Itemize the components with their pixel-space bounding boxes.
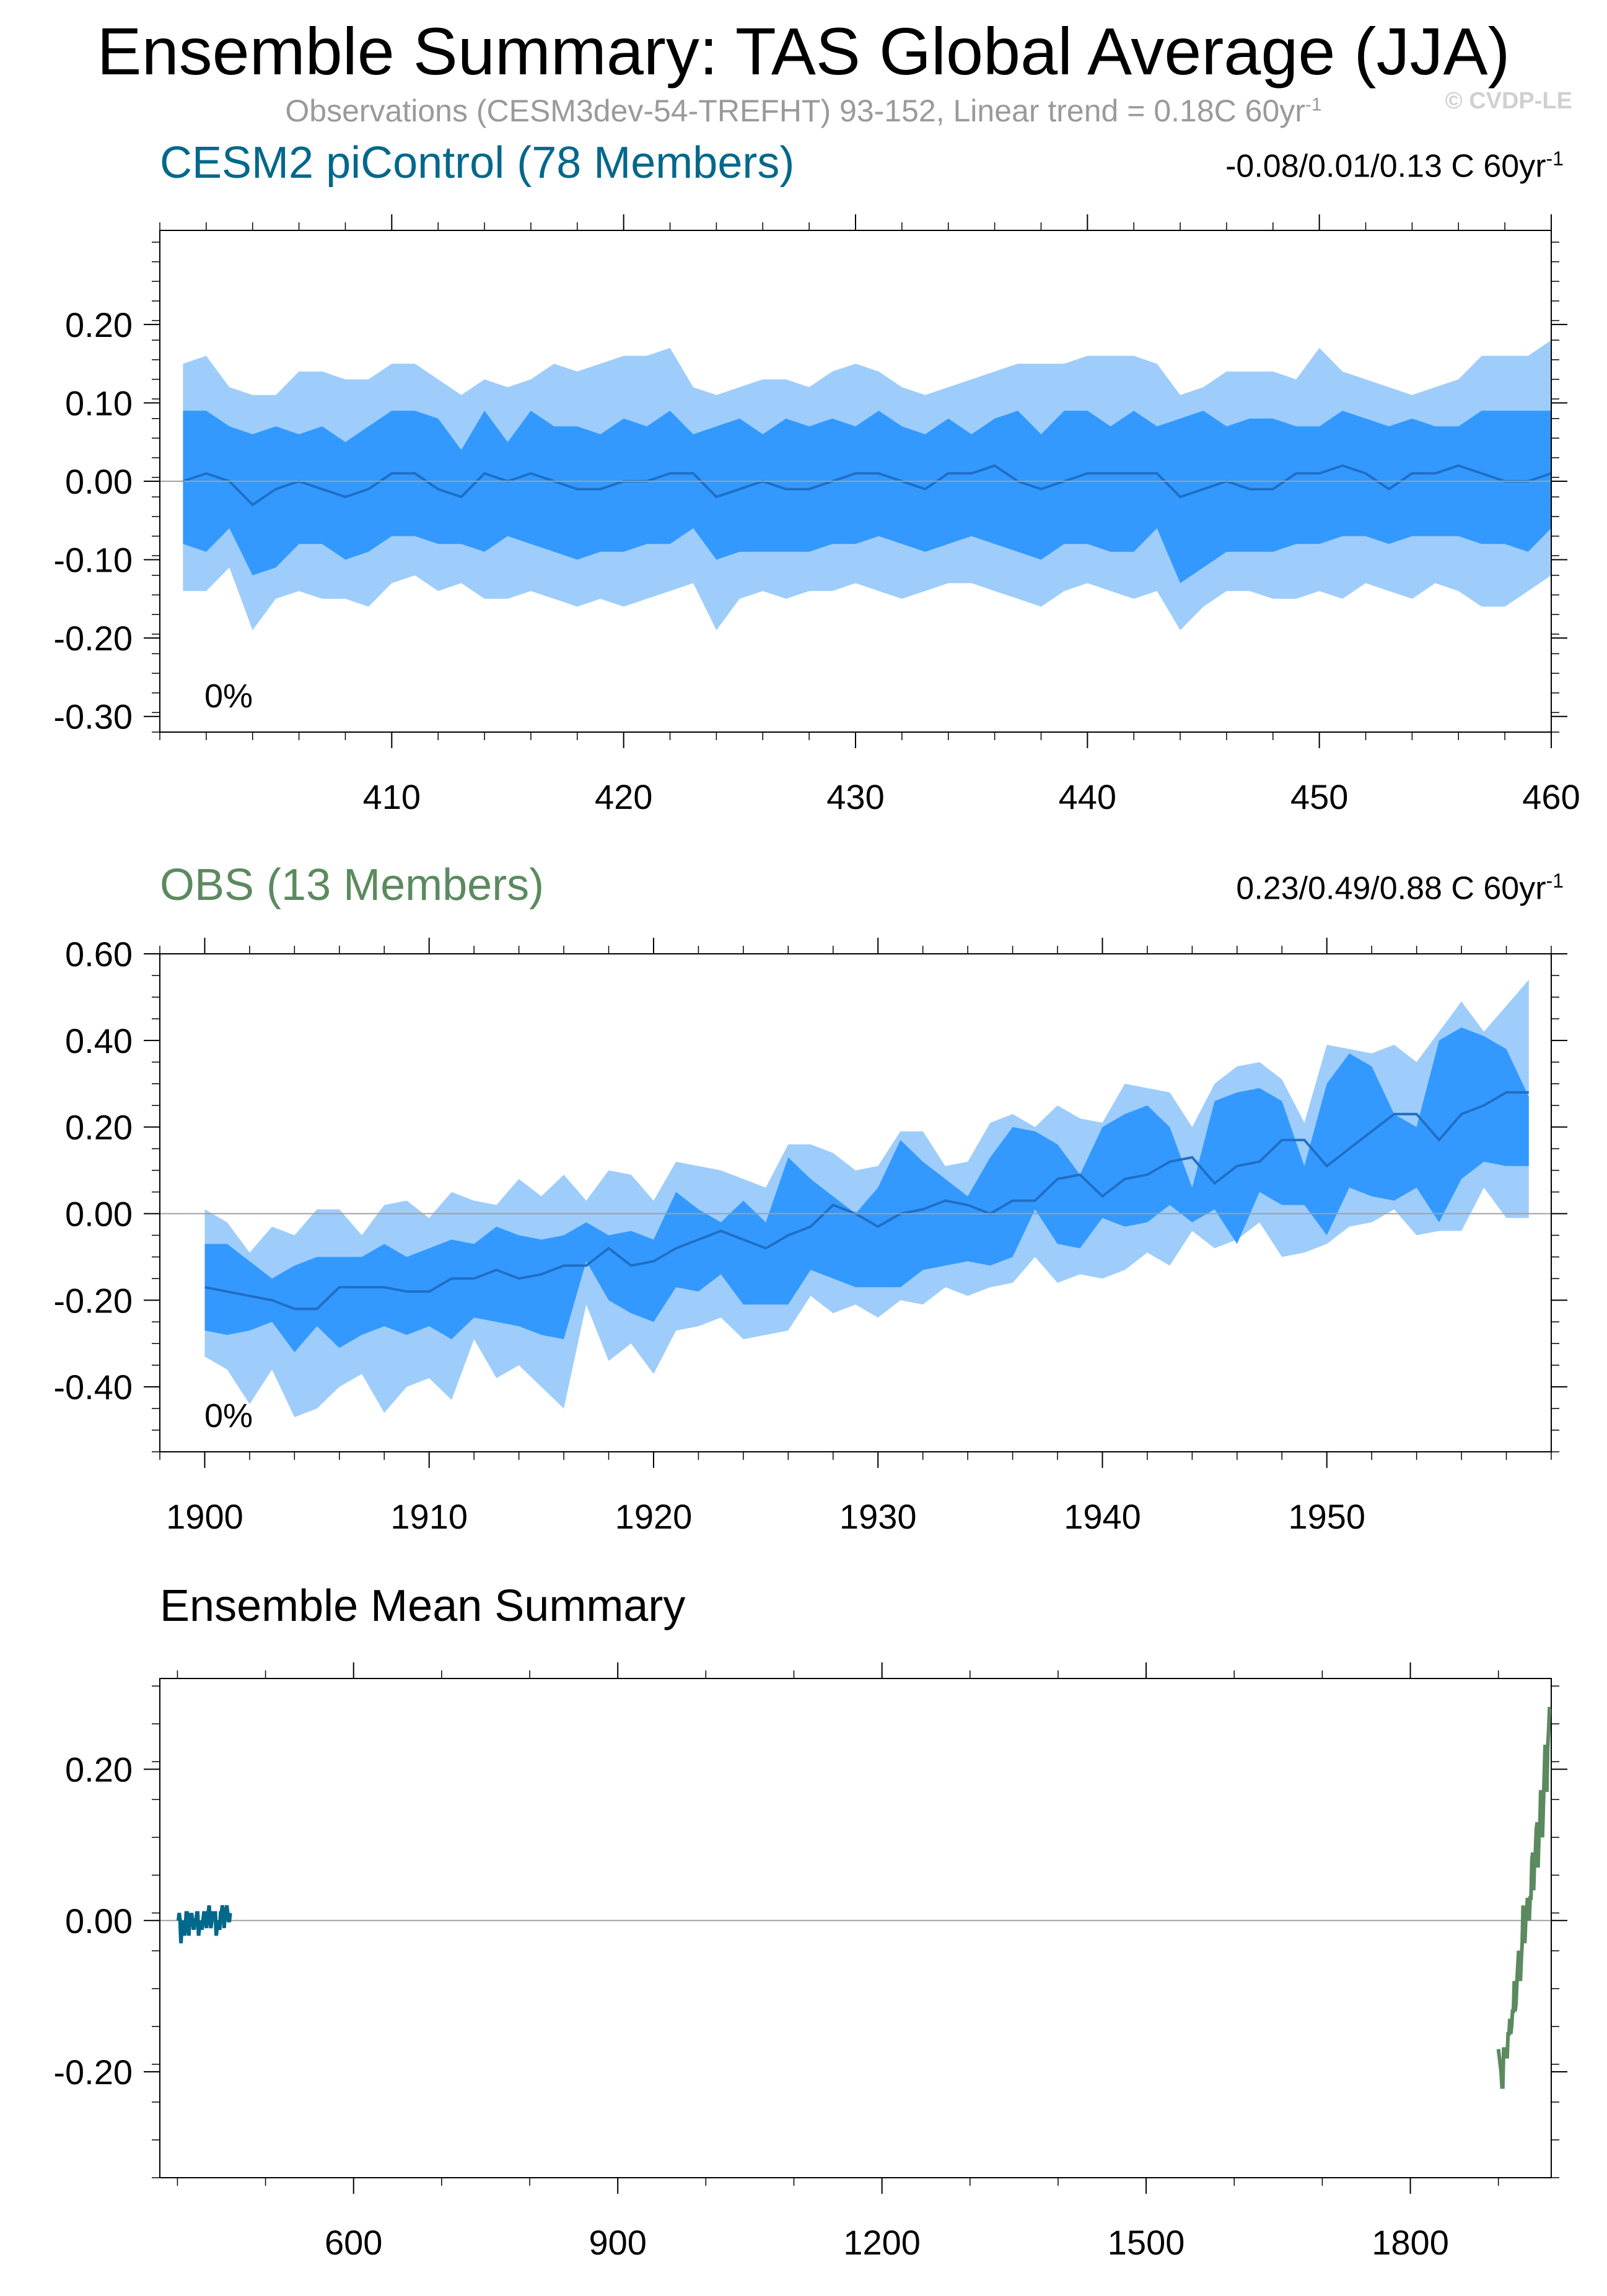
obs-ytick-label: 0.60 xyxy=(65,935,133,974)
ensemble-mean-panel-title: Ensemble Mean Summary xyxy=(160,1581,686,1631)
obs-trend-range: 0.23/0.49/0.88 C 60yr-1 xyxy=(1236,870,1564,907)
obs-ytick-label: 0.20 xyxy=(65,1108,133,1147)
obs-trend-sup: -1 xyxy=(1546,870,1564,892)
picontrol-panel-title: CESM2 piControl (78 Members) xyxy=(160,138,795,188)
obs-ytick-label: 0.40 xyxy=(65,1021,133,1060)
observations-subtitle: Observations (CESM3dev-54-TREFHT) 93-152… xyxy=(0,93,1607,129)
picontrol-xtick-label: 440 xyxy=(1059,777,1116,816)
picontrol-band-25-75 xyxy=(183,411,1552,583)
picontrol-ytick-label: -0.30 xyxy=(53,697,133,736)
picontrol-ytick-label: 0.20 xyxy=(65,305,133,344)
obs-band-25-75 xyxy=(204,1027,1529,1353)
picontrol-trend-sup: -1 xyxy=(1546,147,1564,170)
obs-xtick-label: 1930 xyxy=(839,1497,917,1536)
mean-summary-xtick-label: 1200 xyxy=(843,2223,921,2262)
picontrol-chart: 0.20 0.10 0.00 -0.10 -0.20 -0.30 410 420 430 440 4… xyxy=(53,214,1580,816)
obs-panel-title: OBS (13 Members) xyxy=(160,860,545,910)
mean-summary-ytick-label: 0.00 xyxy=(65,1901,133,1940)
mean-summary-xtick-label: 1800 xyxy=(1372,2223,1449,2262)
obs-chart: 0.60 0.40 0.20 0.00 -0.20 -0.40 1900 1910 1920 19… xyxy=(53,935,1567,1536)
obs-ytick-label: -0.40 xyxy=(53,1368,133,1407)
obs-mean-series xyxy=(1496,1706,1552,2089)
obs-ytick-label: 0.00 xyxy=(65,1194,133,1233)
picontrol-ytick-label: -0.10 xyxy=(53,541,133,580)
picontrol-ytick-label: -0.20 xyxy=(53,619,133,658)
picontrol-mean-series xyxy=(176,1905,232,1944)
mean-summary-xtick-label: 1500 xyxy=(1108,2223,1185,2262)
picontrol-trend-text: -0.08/0.01/0.13 C 60yr xyxy=(1225,148,1546,185)
observations-subtitle-sup: -1 xyxy=(1305,94,1322,115)
obs-trend-text: 0.23/0.49/0.88 C 60yr xyxy=(1236,870,1546,907)
ensemble-mean-chart: 0.20 0.00 -0.20 600 900 1200 1500 1800 xyxy=(53,1662,1567,2262)
picontrol-ytick-label: 0.10 xyxy=(65,383,133,422)
obs-ensemble-mean-line xyxy=(204,1091,1529,1311)
obs-xtick-label: 1920 xyxy=(615,1497,693,1536)
picontrol-xtick-label: 420 xyxy=(595,777,652,816)
figure-title: Ensemble Summary: TAS Global Average (JJ… xyxy=(97,14,1510,89)
mean-summary-frame xyxy=(159,1678,1552,2178)
cvdp-watermark: © CVDP-LE xyxy=(1445,88,1572,114)
picontrol-ytick-label: 0.00 xyxy=(65,462,133,501)
picontrol-xtick-label: 410 xyxy=(363,777,421,816)
observations-subtitle-text: Observations (CESM3dev-54-TREFHT) 93-152… xyxy=(285,94,1305,128)
picontrol-percent-label: 0% xyxy=(204,678,253,715)
picontrol-xtick-label: 460 xyxy=(1522,777,1580,816)
obs-xtick-label: 1950 xyxy=(1288,1497,1365,1536)
mean-summary-ytick-label: -0.20 xyxy=(53,2053,133,2092)
picontrol-ensemble-mean-line xyxy=(182,464,1552,507)
mean-summary-ytick-label: 0.20 xyxy=(65,1750,133,1789)
mean-summary-xtick-label: 600 xyxy=(325,2223,382,2262)
obs-xtick-label: 1910 xyxy=(390,1497,468,1536)
picontrol-xtick-label: 430 xyxy=(826,777,884,816)
obs-percent-label: 0% xyxy=(204,1397,253,1434)
obs-ytick-label: -0.20 xyxy=(53,1281,133,1320)
picontrol-trend-range: -0.08/0.01/0.13 C 60yr-1 xyxy=(1225,147,1564,185)
picontrol-xtick-label: 450 xyxy=(1290,777,1348,816)
obs-xtick-label: 1900 xyxy=(166,1497,243,1536)
obs-xtick-label: 1940 xyxy=(1064,1497,1141,1536)
mean-summary-xtick-label: 900 xyxy=(589,2223,646,2262)
obs-frame xyxy=(159,953,1552,1452)
